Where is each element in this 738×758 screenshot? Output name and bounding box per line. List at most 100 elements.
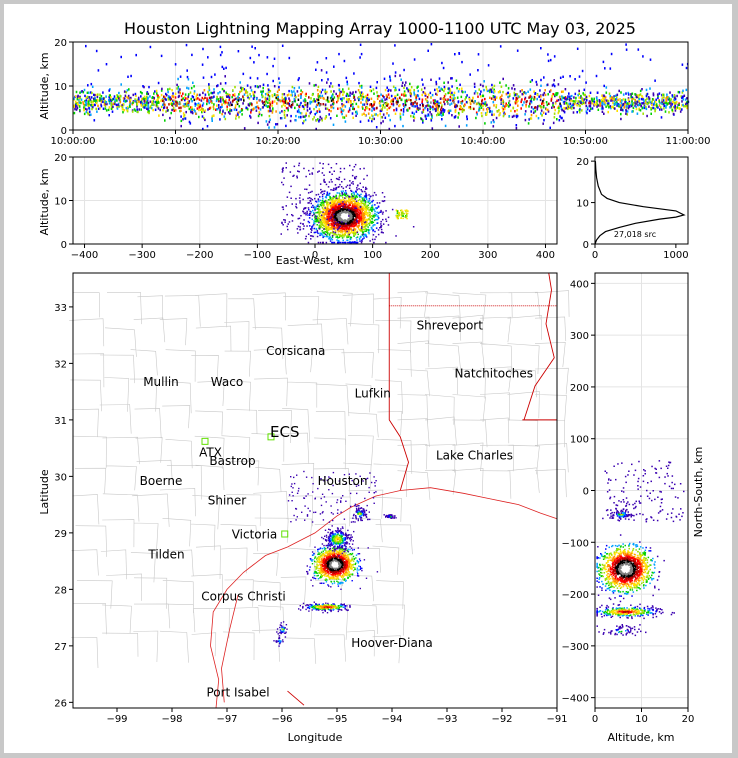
alt-time-xtick: 11:00:00 xyxy=(666,136,711,147)
ew-xtick: −200 xyxy=(186,250,213,261)
ew-xtick: 200 xyxy=(421,250,440,261)
ew-ytick: 20 xyxy=(54,153,67,164)
east-west-altitude-panel: −400 −300 −200 −100 0 100 200 300 400 0 10 20 xyxy=(54,153,558,261)
station-label: Mullin xyxy=(143,375,179,389)
station-label: Houston xyxy=(318,474,368,488)
histogram-xtick: 0 xyxy=(592,250,598,261)
plan-view-map-panel: Shreveport Corsicana Natchitoches Waco Lufki… xyxy=(54,272,570,725)
city-label: Shiner xyxy=(208,494,247,508)
alt-time-ylabel: Altitude, km xyxy=(38,52,51,119)
ns-ytick: 100 xyxy=(570,435,589,446)
ew-ylabel: Altitude, km xyxy=(38,168,51,235)
map-xlabel: Longitude xyxy=(288,731,343,744)
ns-xtick: 0 xyxy=(592,714,598,725)
map-xtick: −92 xyxy=(491,714,512,725)
station-label: Hoover-Diana xyxy=(351,636,433,650)
alt-time-ytick: 0 xyxy=(61,126,67,137)
altitude-time-panel: 10:00:00 10:10:00 10:20:00 10:30:00 10:40:00… xyxy=(51,38,711,147)
county-lines xyxy=(69,290,570,669)
histogram-ytick: 0 xyxy=(583,240,589,251)
map-ytick: 32 xyxy=(54,359,67,370)
altitude-north-south-panel: 0 10 20 −400 −300 −200 −100 0 100 200 300 400 xyxy=(562,272,695,725)
ew-sources xyxy=(280,162,415,244)
map-ytick: 31 xyxy=(54,416,67,427)
ew-ytick: 10 xyxy=(54,197,67,208)
station-marker xyxy=(281,530,289,538)
tx-la-state-line xyxy=(388,273,409,491)
station-label: ATX xyxy=(199,446,222,460)
alt-time-sources xyxy=(73,43,690,131)
ew-xtick: 400 xyxy=(536,250,555,261)
map-xtick: −95 xyxy=(326,714,347,725)
figure-title: Houston Lightning Mapping Array 1000-110… xyxy=(124,19,636,38)
map-xtick: −94 xyxy=(381,714,402,725)
map-xtick: −93 xyxy=(436,714,457,725)
ew-xtick: 0 xyxy=(312,250,318,261)
ew-xtick: −400 xyxy=(71,250,98,261)
histogram-line xyxy=(594,161,686,245)
histogram-ytick: 10 xyxy=(576,199,589,210)
map-ytick: 28 xyxy=(54,585,67,596)
ew-xtick: −100 xyxy=(244,250,271,261)
city-label: Natchitoches xyxy=(455,367,533,381)
alt-time-xtick: 10:50:00 xyxy=(563,136,608,147)
city-label: Tilden xyxy=(147,547,184,561)
ew-xlabel: East-West, km xyxy=(276,254,354,267)
alt-time-xtick: 10:40:00 xyxy=(461,136,506,147)
ns-xtick: 10 xyxy=(635,714,648,725)
map-xtick: −99 xyxy=(106,714,127,725)
county-mesh xyxy=(69,290,570,669)
map-xtick: −96 xyxy=(271,714,292,725)
map-ytick: 33 xyxy=(54,303,67,314)
station-marker xyxy=(201,437,209,445)
ns-ylabel: North-South, km xyxy=(692,447,705,538)
ns-ytick: −400 xyxy=(562,694,589,705)
map-ytick: 29 xyxy=(54,529,67,540)
city-label: Victoria xyxy=(232,528,278,542)
city-label: Bastrop xyxy=(209,454,255,468)
coastline xyxy=(210,487,558,709)
map-ylabel: Latitude xyxy=(38,469,51,515)
ns-xlabel: Altitude, km xyxy=(607,731,674,744)
figure-frame: Houston Lightning Mapping Array 1000-110… xyxy=(4,4,732,753)
ns-ytick: 0 xyxy=(583,487,589,498)
city-label: Corpus Christi xyxy=(201,590,286,604)
city-label: Lake Charles xyxy=(436,448,513,462)
alt-time-xtick: 10:30:00 xyxy=(358,136,403,147)
map-ytick: 30 xyxy=(54,472,67,483)
histogram-source-count: 27,018 src xyxy=(614,230,656,239)
ns-sources xyxy=(596,460,685,637)
station-marker xyxy=(267,433,275,441)
ns-xtick: 20 xyxy=(682,714,695,725)
ns-ytick: 400 xyxy=(570,279,589,290)
city-label: Port Isabel xyxy=(206,686,269,700)
ew-xtick: 300 xyxy=(478,250,497,261)
alt-time-ytick: 20 xyxy=(54,38,67,49)
map-xtick: −97 xyxy=(216,714,237,725)
alt-time-xtick: 10:20:00 xyxy=(256,136,301,147)
ns-ytick: 300 xyxy=(570,331,589,342)
city-label: Shreveport xyxy=(417,318,484,332)
ns-ytick: −100 xyxy=(562,538,589,549)
barrier-island-line xyxy=(221,594,239,703)
ew-xtick: 100 xyxy=(363,250,382,261)
mississippi-river-line xyxy=(523,272,555,421)
lightning-figure: Houston Lightning Mapping Array 1000-110… xyxy=(38,19,711,744)
city-label: Waco xyxy=(211,375,243,389)
histogram-frame xyxy=(594,156,689,245)
station-label: ECS xyxy=(270,423,299,441)
map-xtick: −91 xyxy=(546,714,567,725)
map-ytick: 26 xyxy=(54,698,67,709)
histogram-ytick: 20 xyxy=(576,157,589,168)
alt-time-ytick: 10 xyxy=(54,82,67,93)
alt-time-xtick: 10:00:00 xyxy=(51,136,96,147)
histogram-xtick: 1000 xyxy=(663,250,688,261)
altitude-histogram-panel: 0 1000 0 10 20 xyxy=(576,156,689,261)
map-ytick: 27 xyxy=(54,642,67,653)
ns-ytick: 200 xyxy=(570,383,589,394)
city-label: Corsicana xyxy=(266,344,325,358)
ew-xtick: −300 xyxy=(128,250,155,261)
alt-time-xtick: 10:10:00 xyxy=(153,136,198,147)
map-sources xyxy=(273,470,397,647)
map-xtick: −98 xyxy=(161,714,182,725)
